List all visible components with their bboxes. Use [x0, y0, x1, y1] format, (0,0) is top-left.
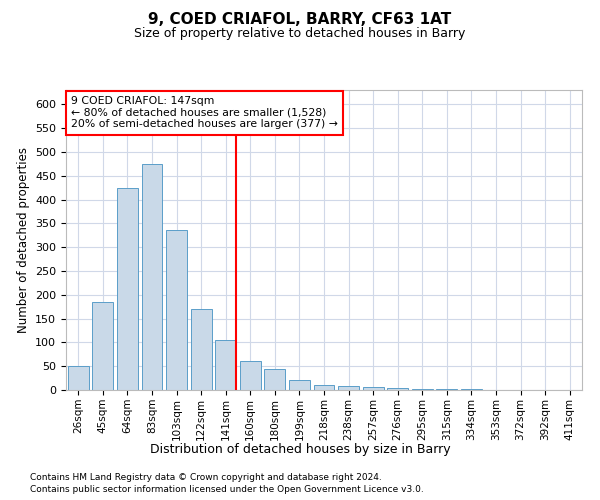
Bar	[387, 388, 408, 390]
Bar	[362, 387, 383, 390]
Text: Distribution of detached houses by size in Barry: Distribution of detached houses by size …	[149, 442, 451, 456]
Bar	[314, 385, 334, 390]
Y-axis label: Number of detached properties: Number of detached properties	[17, 147, 29, 333]
Text: Contains public sector information licensed under the Open Government Licence v3: Contains public sector information licen…	[30, 485, 424, 494]
Bar	[265, 368, 286, 390]
Bar	[289, 380, 310, 390]
Text: Contains HM Land Registry data © Crown copyright and database right 2024.: Contains HM Land Registry data © Crown c…	[30, 472, 382, 482]
Text: 9, COED CRIAFOL, BARRY, CF63 1AT: 9, COED CRIAFOL, BARRY, CF63 1AT	[148, 12, 452, 28]
Bar	[68, 366, 89, 390]
Text: Size of property relative to detached houses in Barry: Size of property relative to detached ho…	[134, 28, 466, 40]
Bar	[117, 188, 138, 390]
Bar	[240, 362, 261, 390]
Bar	[166, 230, 187, 390]
Bar	[436, 389, 457, 390]
Bar	[142, 164, 163, 390]
Bar	[92, 302, 113, 390]
Bar	[461, 389, 482, 390]
Bar	[338, 386, 359, 390]
Bar	[412, 388, 433, 390]
Text: 9 COED CRIAFOL: 147sqm
← 80% of detached houses are smaller (1,528)
20% of semi-: 9 COED CRIAFOL: 147sqm ← 80% of detached…	[71, 96, 338, 129]
Bar	[215, 340, 236, 390]
Bar	[191, 309, 212, 390]
